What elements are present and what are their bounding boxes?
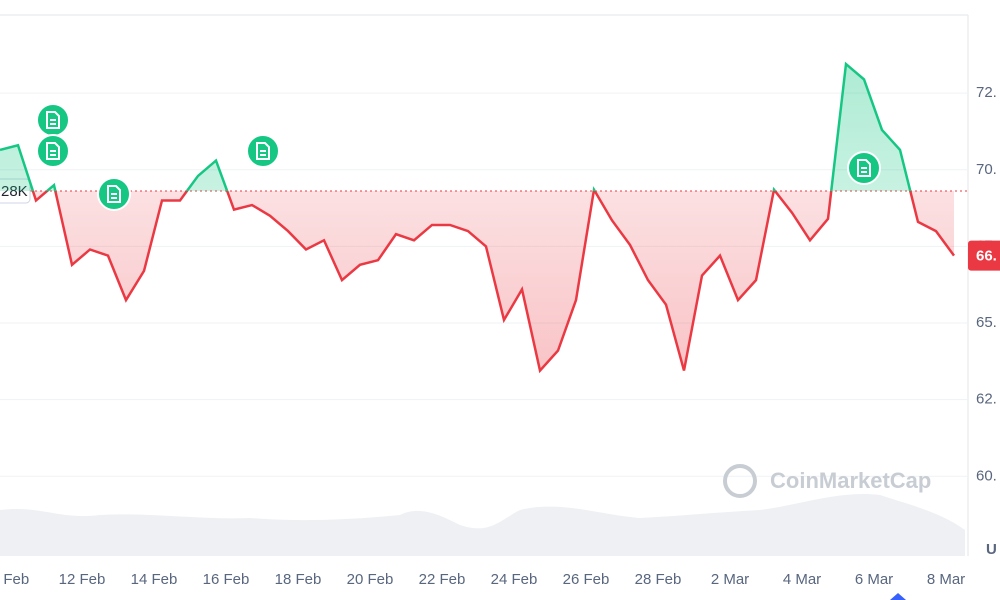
x-tick-label: 28 Feb: [635, 571, 682, 588]
x-tick-label: 18 Feb: [275, 571, 322, 588]
currency-label: U: [986, 541, 997, 558]
x-tick-label: 12 Feb: [59, 571, 106, 588]
x-tick-label: 22 Feb: [419, 571, 466, 588]
news-marker: [36, 103, 70, 137]
area-down: [0, 190, 954, 371]
x-tick-label: 16 Feb: [203, 571, 250, 588]
x-tick-label: 0 Feb: [0, 571, 29, 588]
y-tick-label: 65.: [976, 314, 997, 331]
watermark-text: CoinMarketCap: [770, 468, 931, 493]
x-tick-label: 2 Mar: [711, 571, 749, 588]
y-tick-label: 60.: [976, 467, 997, 484]
news-marker-icon: [46, 111, 60, 129]
news-marker-icon: [46, 142, 60, 160]
x-tick-label: 24 Feb: [491, 571, 538, 588]
x-tick-label: 20 Feb: [347, 571, 394, 588]
x-tick-label: 26 Feb: [563, 571, 610, 588]
news-marker: [97, 177, 131, 211]
y-tick-label: 62.: [976, 391, 997, 408]
price-line-down: [31, 190, 956, 374]
last-price-badge: [968, 240, 1000, 271]
x-tick-label: 14 Feb: [131, 571, 178, 588]
x-tick-label: 6 Mar: [855, 571, 893, 588]
y-tick-label: 72.: [976, 84, 997, 101]
news-marker: [246, 134, 280, 168]
news-marker: [36, 134, 70, 168]
watermark: CoinMarketCap: [723, 464, 931, 498]
scroll-indicator: [890, 593, 906, 600]
volume-area: [0, 493, 965, 556]
news-marker-icon: [857, 159, 871, 177]
y-tick-label: 70.: [976, 161, 997, 178]
news-marker-icon: [107, 185, 121, 203]
news-marker: [847, 151, 881, 185]
x-tick-label: 4 Mar: [783, 571, 821, 588]
x-tick-label: 8 Mar: [927, 571, 965, 588]
news-marker-icon: [256, 142, 270, 160]
last-price-label: 66.: [976, 248, 997, 265]
